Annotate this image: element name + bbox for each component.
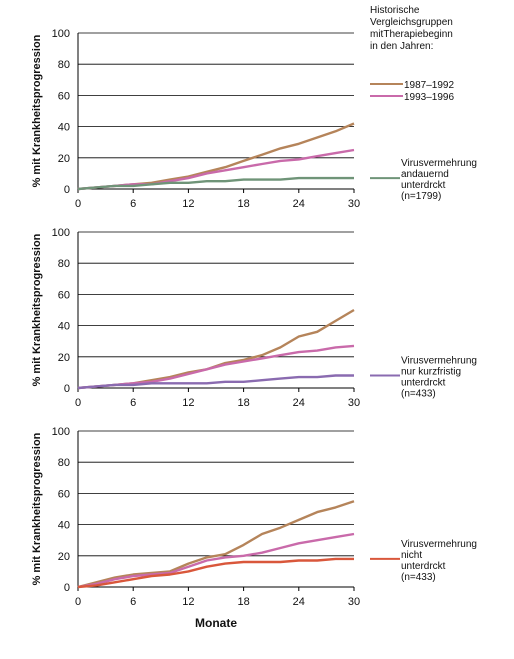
x-tick-label: 18 xyxy=(237,397,249,409)
y-tick-label: 100 xyxy=(52,426,70,438)
legend-label-line: nicht xyxy=(401,550,422,561)
legend-header-line: in den Jahren: xyxy=(370,41,433,52)
x-tick-label: 0 xyxy=(75,397,81,409)
x-tick-label: 12 xyxy=(182,596,194,608)
legend-label-line: Virusvermehrung xyxy=(401,356,477,367)
legend-label-line: (n=433) xyxy=(401,389,436,400)
x-tick-label: 12 xyxy=(182,198,194,210)
series-line-2 xyxy=(77,532,355,589)
y-tick-label: 80 xyxy=(58,59,70,71)
y-tick-label: 80 xyxy=(58,258,70,270)
x-tick-label: 0 xyxy=(75,596,81,608)
x-tick-label: 30 xyxy=(348,596,360,608)
series-line-3 xyxy=(77,374,354,390)
legend-header: Historische Vergleichsgruppen mitTherapi… xyxy=(370,5,453,52)
y-tick-label: 60 xyxy=(58,289,70,301)
legend-label-line: unterdrckt xyxy=(401,378,446,389)
legend-header-line: Vergleichsgruppen xyxy=(370,17,453,28)
x-tick-label: 30 xyxy=(348,397,360,409)
series-line-1 xyxy=(77,500,355,589)
x-tick-label: 0 xyxy=(75,198,81,210)
legend-label-line: unterdrckt xyxy=(401,561,446,572)
legend-label-line: Virusvermehrung xyxy=(401,539,477,550)
chart-panel-2: 0 20 40 60 80 100 0 6 12 18 24 30 % mit Krankheitspr… xyxy=(31,227,477,409)
y-tick-label: 40 xyxy=(58,122,70,134)
x-axis-label: Monate xyxy=(195,616,237,630)
legend-label-line: (n=433) xyxy=(401,572,436,583)
y-tick-label: 20 xyxy=(58,153,70,165)
y-tick-label: 100 xyxy=(52,28,70,40)
legend-label-line: (n=1799) xyxy=(401,191,441,202)
y-tick-label: 20 xyxy=(58,551,70,563)
x-tick-label: 6 xyxy=(130,397,136,409)
y-tick-label: 0 xyxy=(64,383,70,395)
legend-label-line: Virusvermehrung xyxy=(401,158,477,169)
legend-label-line: unterdrckt xyxy=(401,180,446,191)
legend-historical: 1987–1992 1993–1996 xyxy=(370,80,454,103)
series-line-3 xyxy=(77,176,354,191)
y-tick-label: 20 xyxy=(58,352,70,364)
y-tick-label: 60 xyxy=(58,90,70,102)
y-tick-label: 40 xyxy=(58,321,70,333)
y-axis-label: % mit Krankheitsprogression xyxy=(31,432,43,585)
y-tick-label: 60 xyxy=(58,488,70,500)
legend-header-line: Historische xyxy=(370,5,420,16)
x-tick-label: 24 xyxy=(293,198,305,210)
x-tick-label: 6 xyxy=(130,198,136,210)
x-tick-label: 18 xyxy=(237,596,249,608)
legend-label-1993-1996: 1993–1996 xyxy=(404,92,454,103)
legend-label-1987-1992: 1987–1992 xyxy=(404,80,454,91)
chart-panel-3: 0 20 40 60 80 100 0 6 12 18 24 30 % mit Krankheitspr… xyxy=(31,426,477,630)
x-tick-label: 18 xyxy=(237,198,249,210)
y-axis-label: % mit Krankheitsprogression xyxy=(31,34,43,187)
legend-label-line: andauernd xyxy=(401,169,449,180)
series-line-3 xyxy=(77,557,354,589)
x-tick-label: 24 xyxy=(293,397,305,409)
chart-panel-1: 0 20 40 60 80 100 0 6 12 18 24 30 % mit Krankheitspr… xyxy=(31,28,477,210)
x-tick-label: 24 xyxy=(293,596,305,608)
legend-label-line: nur kurzfristig xyxy=(401,367,461,378)
y-tick-label: 80 xyxy=(58,457,70,469)
x-tick-label: 12 xyxy=(182,397,194,409)
y-axis-label: % mit Krankheitsprogression xyxy=(31,233,43,386)
y-tick-label: 0 xyxy=(64,184,70,196)
x-tick-label: 6 xyxy=(130,596,136,608)
y-tick-label: 100 xyxy=(52,227,70,239)
y-tick-label: 0 xyxy=(64,582,70,594)
legend-header-line: mitTherapiebeginn xyxy=(370,29,453,40)
y-tick-label: 40 xyxy=(58,520,70,532)
x-tick-label: 30 xyxy=(348,198,360,210)
